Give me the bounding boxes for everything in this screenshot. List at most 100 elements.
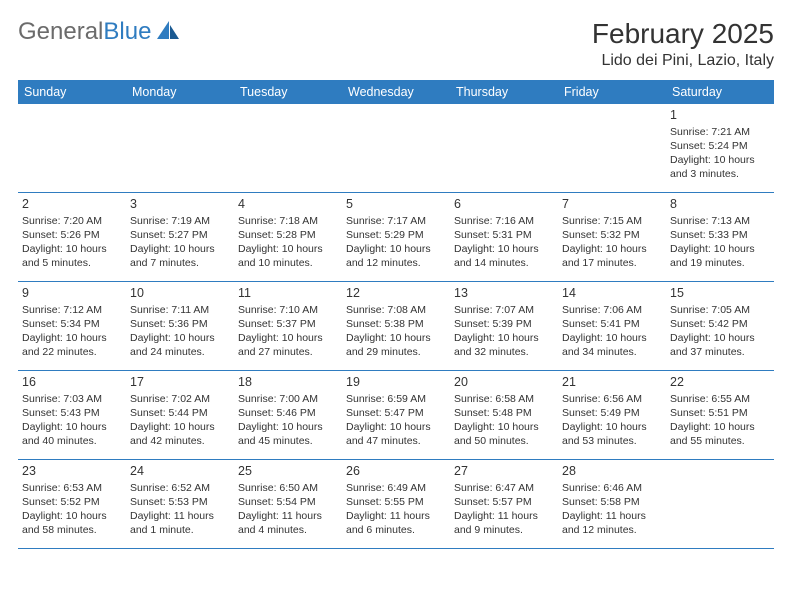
daylight-text: Daylight: 11 hours and 12 minutes. bbox=[562, 509, 662, 537]
sunset-text: Sunset: 5:29 PM bbox=[346, 228, 446, 242]
daylight-text: Daylight: 11 hours and 6 minutes. bbox=[346, 509, 446, 537]
day-number: 15 bbox=[670, 285, 770, 302]
day-number: 8 bbox=[670, 196, 770, 213]
day-cell: 11Sunrise: 7:10 AMSunset: 5:37 PMDayligh… bbox=[234, 282, 342, 370]
day-cell: 6Sunrise: 7:16 AMSunset: 5:31 PMDaylight… bbox=[450, 193, 558, 281]
day-cell: 18Sunrise: 7:00 AMSunset: 5:46 PMDayligh… bbox=[234, 371, 342, 459]
daylight-text: Daylight: 10 hours and 37 minutes. bbox=[670, 331, 770, 359]
day-cell: 12Sunrise: 7:08 AMSunset: 5:38 PMDayligh… bbox=[342, 282, 450, 370]
sunrise-text: Sunrise: 7:07 AM bbox=[454, 303, 554, 317]
daylight-text: Daylight: 10 hours and 55 minutes. bbox=[670, 420, 770, 448]
sunset-text: Sunset: 5:54 PM bbox=[238, 495, 338, 509]
day-number: 18 bbox=[238, 374, 338, 391]
sunset-text: Sunset: 5:44 PM bbox=[130, 406, 230, 420]
day-cell: 10Sunrise: 7:11 AMSunset: 5:36 PMDayligh… bbox=[126, 282, 234, 370]
daylight-text: Daylight: 10 hours and 32 minutes. bbox=[454, 331, 554, 359]
sunset-text: Sunset: 5:32 PM bbox=[562, 228, 662, 242]
day-number: 14 bbox=[562, 285, 662, 302]
logo-sail-icon bbox=[155, 19, 181, 41]
day-number: 9 bbox=[22, 285, 122, 302]
day-cell: 14Sunrise: 7:06 AMSunset: 5:41 PMDayligh… bbox=[558, 282, 666, 370]
day-cell: 24Sunrise: 6:52 AMSunset: 5:53 PMDayligh… bbox=[126, 460, 234, 548]
day-number: 20 bbox=[454, 374, 554, 391]
daylight-text: Daylight: 10 hours and 40 minutes. bbox=[22, 420, 122, 448]
logo-text-blue: Blue bbox=[103, 18, 151, 46]
day-cell bbox=[450, 104, 558, 192]
sunset-text: Sunset: 5:39 PM bbox=[454, 317, 554, 331]
sunset-text: Sunset: 5:36 PM bbox=[130, 317, 230, 331]
sunset-text: Sunset: 5:58 PM bbox=[562, 495, 662, 509]
day-cell: 28Sunrise: 6:46 AMSunset: 5:58 PMDayligh… bbox=[558, 460, 666, 548]
sunset-text: Sunset: 5:41 PM bbox=[562, 317, 662, 331]
day-cell: 8Sunrise: 7:13 AMSunset: 5:33 PMDaylight… bbox=[666, 193, 774, 281]
week-row: 1Sunrise: 7:21 AMSunset: 5:24 PMDaylight… bbox=[18, 104, 774, 193]
day-number: 7 bbox=[562, 196, 662, 213]
week-row: 23Sunrise: 6:53 AMSunset: 5:52 PMDayligh… bbox=[18, 460, 774, 549]
day-number: 19 bbox=[346, 374, 446, 391]
day-cell: 4Sunrise: 7:18 AMSunset: 5:28 PMDaylight… bbox=[234, 193, 342, 281]
sunrise-text: Sunrise: 6:58 AM bbox=[454, 392, 554, 406]
sunrise-text: Sunrise: 7:18 AM bbox=[238, 214, 338, 228]
sunset-text: Sunset: 5:34 PM bbox=[22, 317, 122, 331]
dow-friday: Friday bbox=[558, 80, 666, 104]
header: GeneralBlue February 2025 Lido dei Pini,… bbox=[18, 18, 774, 70]
day-cell: 2Sunrise: 7:20 AMSunset: 5:26 PMDaylight… bbox=[18, 193, 126, 281]
week-row: 9Sunrise: 7:12 AMSunset: 5:34 PM Daylight… bbox=[18, 282, 774, 371]
day-number: 10 bbox=[130, 285, 230, 302]
day-cell: 16Sunrise: 7:03 AMSunset: 5:43 PMDayligh… bbox=[18, 371, 126, 459]
daylight-text: Daylight: 10 hours and 27 minutes. bbox=[238, 331, 338, 359]
daylight-text: Daylight: 11 hours and 4 minutes. bbox=[238, 509, 338, 537]
sunset-text: Sunset: 5:43 PM bbox=[22, 406, 122, 420]
sunrise-text: Sunrise: 7:10 AM bbox=[238, 303, 338, 317]
sunrise-text: Sunrise: 7:19 AM bbox=[130, 214, 230, 228]
sunrise-text: Sunrise: 7:05 AM bbox=[670, 303, 770, 317]
sunset-text: Sunset: 5:49 PM bbox=[562, 406, 662, 420]
daylight-text: Daylight: 10 hours and 50 minutes. bbox=[454, 420, 554, 448]
day-cell bbox=[342, 104, 450, 192]
sunrise-text: Sunrise: 6:59 AM bbox=[346, 392, 446, 406]
day-cell: 9Sunrise: 7:12 AMSunset: 5:34 PMDaylight… bbox=[18, 282, 126, 370]
calendar-grid: 1Sunrise: 7:21 AMSunset: 5:24 PMDaylight… bbox=[18, 104, 774, 549]
day-number: 17 bbox=[130, 374, 230, 391]
day-cell: 1Sunrise: 7:21 AMSunset: 5:24 PMDaylight… bbox=[666, 104, 774, 192]
daylight-text: Daylight: 10 hours and 10 minutes. bbox=[238, 242, 338, 270]
sunset-text: Sunset: 5:55 PM bbox=[346, 495, 446, 509]
day-number: 3 bbox=[130, 196, 230, 213]
sunrise-text: Sunrise: 7:06 AM bbox=[562, 303, 662, 317]
day-cell: 26Sunrise: 6:49 AMSunset: 5:55 PMDayligh… bbox=[342, 460, 450, 548]
day-cell bbox=[18, 104, 126, 192]
day-cell bbox=[234, 104, 342, 192]
sunrise-text: Sunrise: 6:56 AM bbox=[562, 392, 662, 406]
sunset-text: Sunset: 5:51 PM bbox=[670, 406, 770, 420]
title-block: February 2025 Lido dei Pini, Lazio, Ital… bbox=[592, 18, 774, 70]
day-of-week-header: Sunday Monday Tuesday Wednesday Thursday… bbox=[18, 80, 774, 104]
day-number: 6 bbox=[454, 196, 554, 213]
daylight-text: Daylight: 10 hours and 42 minutes. bbox=[130, 420, 230, 448]
day-cell: 19Sunrise: 6:59 AMSunset: 5:47 PMDayligh… bbox=[342, 371, 450, 459]
day-cell: 17Sunrise: 7:02 AMSunset: 5:44 PMDayligh… bbox=[126, 371, 234, 459]
day-cell: 15Sunrise: 7:05 AMSunset: 5:42 PMDayligh… bbox=[666, 282, 774, 370]
daylight-text: Daylight: 10 hours and 58 minutes. bbox=[22, 509, 122, 537]
sunset-text: Sunset: 5:33 PM bbox=[670, 228, 770, 242]
day-number: 16 bbox=[22, 374, 122, 391]
daylight-text: Daylight: 10 hours and 24 minutes. bbox=[130, 331, 230, 359]
day-cell: 25Sunrise: 6:50 AMSunset: 5:54 PMDayligh… bbox=[234, 460, 342, 548]
sunrise-text: Sunrise: 7:15 AM bbox=[562, 214, 662, 228]
week-row: 16Sunrise: 7:03 AMSunset: 5:43 PMDayligh… bbox=[18, 371, 774, 460]
daylight-text: Daylight: 11 hours and 9 minutes. bbox=[454, 509, 554, 537]
day-cell: 21Sunrise: 6:56 AMSunset: 5:49 PMDayligh… bbox=[558, 371, 666, 459]
daylight-text: Daylight: 10 hours and 19 minutes. bbox=[670, 242, 770, 270]
logo: GeneralBlue bbox=[18, 18, 181, 46]
sunrise-text: Sunrise: 6:47 AM bbox=[454, 481, 554, 495]
sunset-text: Sunset: 5:27 PM bbox=[130, 228, 230, 242]
day-cell: 13Sunrise: 7:07 AMSunset: 5:39 PMDayligh… bbox=[450, 282, 558, 370]
day-number: 23 bbox=[22, 463, 122, 480]
sunrise-text: Sunrise: 6:53 AM bbox=[22, 481, 122, 495]
daylight-text: Daylight: 11 hours and 1 minute. bbox=[130, 509, 230, 537]
daylight-text: Daylight: 10 hours and 3 minutes. bbox=[670, 153, 770, 181]
sunset-text: Sunset: 5:47 PM bbox=[346, 406, 446, 420]
day-number: 21 bbox=[562, 374, 662, 391]
sunset-text: Sunset: 5:46 PM bbox=[238, 406, 338, 420]
sunrise-text: Sunrise: 7:12 AM bbox=[22, 303, 122, 317]
dow-thursday: Thursday bbox=[450, 80, 558, 104]
